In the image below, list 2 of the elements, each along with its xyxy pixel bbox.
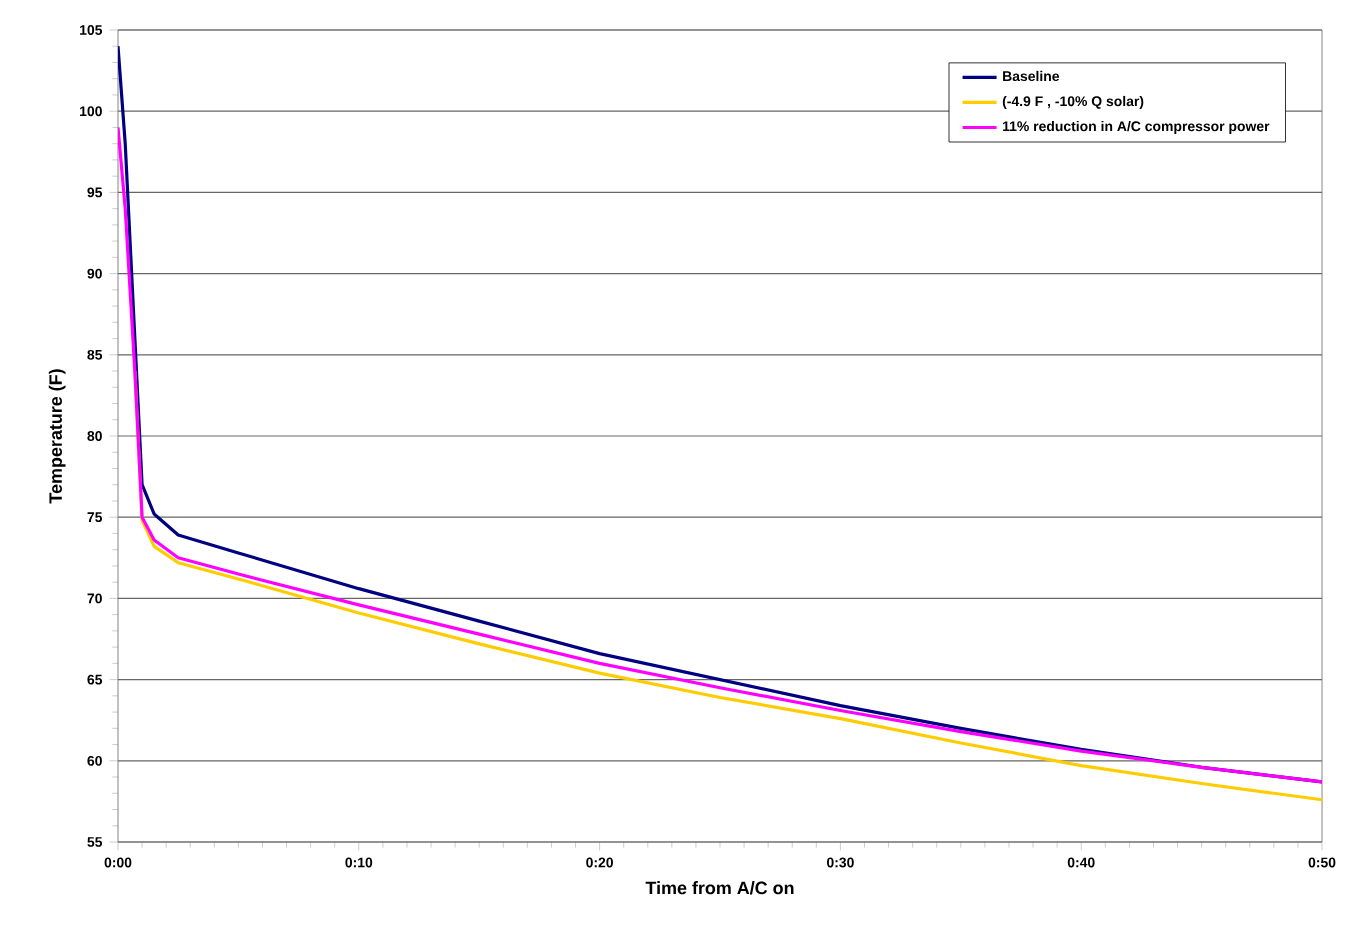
y-axis-title: Temperature (F) bbox=[48, 369, 66, 504]
x-axis-title: Time from A/C on bbox=[645, 881, 794, 895]
